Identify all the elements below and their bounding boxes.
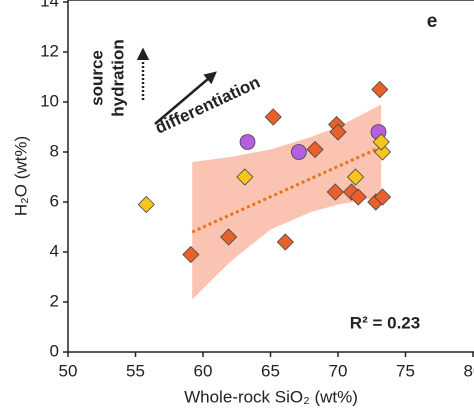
point	[329, 123, 347, 141]
point	[373, 143, 392, 161]
point	[137, 195, 155, 214]
x-tick-label: 75	[396, 361, 415, 380]
differentiation-arrow	[154, 71, 217, 125]
annotation: differentiation	[152, 73, 263, 138]
y-tick-label: 14	[40, 0, 59, 10]
point	[371, 80, 389, 99]
panel-label: e	[427, 11, 438, 32]
point	[373, 188, 392, 206]
annotation: R² = 0.23	[350, 313, 420, 332]
y-tick-label: 10	[40, 91, 59, 110]
point	[239, 134, 256, 150]
point	[349, 188, 367, 206]
x-tick-label: 70	[329, 361, 348, 380]
point	[346, 168, 365, 186]
point	[306, 140, 324, 159]
point	[372, 133, 390, 151]
point	[276, 233, 294, 251]
y-tick-label: 6	[50, 191, 59, 210]
y-tick-label: 0	[50, 341, 59, 360]
point	[182, 245, 200, 264]
x-axis-label: Whole-rock SiO₂ (wt%)	[184, 387, 358, 406]
point	[264, 108, 282, 126]
point	[326, 183, 344, 201]
point	[290, 144, 307, 160]
y-tick-label: 4	[50, 241, 59, 260]
trend-line	[191, 145, 382, 234]
x-tick-label: 80	[464, 361, 474, 380]
y-tick-label: 12	[40, 41, 59, 60]
y-tick-label: 2	[50, 291, 59, 310]
point	[220, 228, 238, 246]
confidence-band	[192, 104, 382, 300]
x-tick-label: 60	[194, 361, 213, 380]
x-tick-label: 50	[59, 361, 78, 380]
plot-area	[137, 80, 392, 300]
point	[236, 168, 254, 186]
annotation: source	[87, 50, 106, 106]
y-axis-label: H₂O (wt%)	[11, 136, 30, 216]
annotation: hydration	[108, 39, 127, 116]
x-tick-label: 55	[126, 361, 145, 380]
axes-frame	[67, 0, 474, 353]
x-tick-label: 65	[261, 361, 280, 380]
y-tick-label: 8	[50, 141, 59, 160]
